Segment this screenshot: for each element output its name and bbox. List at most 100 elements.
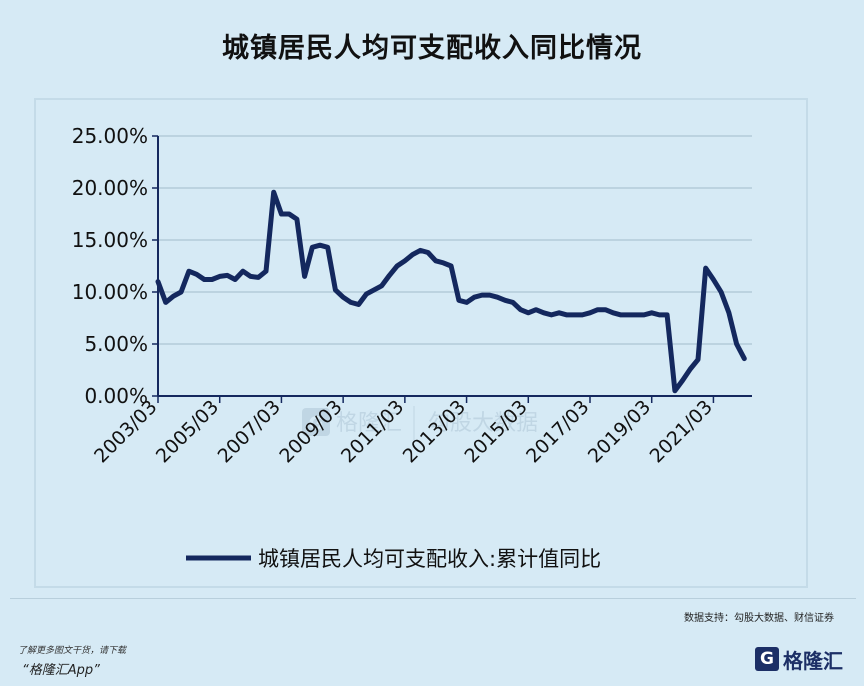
data-point xyxy=(596,308,599,311)
data-point xyxy=(388,274,391,277)
data-point xyxy=(465,301,468,304)
watermark-logo-box xyxy=(302,408,330,436)
data-point xyxy=(612,312,614,314)
data-point xyxy=(373,289,375,291)
data-point xyxy=(411,253,414,256)
data-point xyxy=(450,265,452,267)
legend-label: 城镇居民人均可支配收入:累计值同比 xyxy=(258,547,601,571)
data-point xyxy=(357,303,360,306)
data-point xyxy=(226,274,229,277)
page-title: 城镇居民人均可支配收入同比情况 xyxy=(222,33,642,64)
grid-layer xyxy=(158,135,752,345)
data-point xyxy=(350,301,352,304)
data-point xyxy=(697,358,699,361)
data-point xyxy=(172,295,175,297)
data-point xyxy=(689,368,692,370)
data-point xyxy=(566,314,568,316)
footer-divider xyxy=(10,598,856,599)
watermark: G 格隆汇 勾股大数据 xyxy=(302,406,538,440)
data-point xyxy=(604,308,607,311)
data-point xyxy=(242,270,244,272)
data-point xyxy=(496,296,499,298)
data-point xyxy=(589,312,591,314)
data-point xyxy=(535,308,537,311)
data-point xyxy=(434,260,437,262)
data-point xyxy=(195,273,198,276)
data-point xyxy=(257,276,260,279)
data-point xyxy=(581,314,584,316)
data-point xyxy=(666,314,668,316)
data-point xyxy=(735,343,738,345)
source-note: 数据支持：勾股大数据、财信证券 xyxy=(684,613,834,624)
x-tick-label: 2019/03 xyxy=(584,396,655,467)
promo-app-name: “格隆汇App” xyxy=(22,663,100,678)
data-point xyxy=(218,275,221,278)
data-point xyxy=(458,299,460,302)
data-point xyxy=(280,213,283,215)
data-point xyxy=(573,314,576,316)
data-point xyxy=(542,312,545,314)
data-point xyxy=(380,285,383,287)
data-point xyxy=(674,390,676,392)
data-point xyxy=(650,312,653,314)
data-point xyxy=(743,357,746,360)
promo-text: 了解更多图文干货，请下载 xyxy=(18,646,127,656)
data-point xyxy=(211,278,213,281)
data-point xyxy=(720,291,722,293)
watermark-logo-mark: G xyxy=(309,413,324,434)
data-point xyxy=(419,249,422,252)
data-point xyxy=(527,312,530,314)
y-tick-label: 20.00% xyxy=(72,176,148,200)
data-point xyxy=(326,246,329,249)
brand-logo: G 格隆汇 xyxy=(755,645,843,673)
y-tick-label: 15.00% xyxy=(72,228,148,252)
data-point xyxy=(296,218,298,220)
logo-icon: G xyxy=(755,647,779,671)
data-point xyxy=(512,301,514,304)
data-point xyxy=(311,246,314,249)
data-point xyxy=(481,294,483,296)
watermark-right: 勾股大数据 xyxy=(428,411,538,436)
data-point xyxy=(342,296,344,298)
data-point xyxy=(303,275,306,278)
data-point xyxy=(728,312,730,314)
data-point xyxy=(620,314,622,316)
data-point xyxy=(404,260,406,262)
data-point xyxy=(249,275,252,278)
data-point xyxy=(658,314,661,316)
data-point xyxy=(164,301,167,304)
data-point xyxy=(157,280,159,283)
data-point xyxy=(558,312,560,314)
data-point xyxy=(180,291,182,293)
data-point xyxy=(265,270,267,272)
watermark-left: 格隆汇 xyxy=(336,411,402,436)
logo-text: 格隆汇 xyxy=(783,648,843,673)
data-point xyxy=(272,191,275,193)
data-point xyxy=(504,299,506,302)
data-point xyxy=(396,265,398,267)
x-tick-label: 2005/03 xyxy=(152,396,223,467)
data-point xyxy=(681,379,684,382)
data-point xyxy=(288,213,290,215)
chart-frame: G 格隆汇 勾股大数据 0.00% 5.00% 10.00% 15.00% 20.00%… xyxy=(34,98,808,588)
data-point xyxy=(519,308,522,311)
data-point xyxy=(203,278,206,281)
data-point xyxy=(442,262,445,264)
data-point xyxy=(319,244,321,246)
data-point xyxy=(427,251,429,254)
line-chart: G 格隆汇 勾股大数据 0.00% 5.00% 10.00% 15.00% 20.00%… xyxy=(72,124,752,571)
y-tick-label: 5.00% xyxy=(84,332,148,356)
data-point xyxy=(712,278,715,281)
y-tick-label: 10.00% xyxy=(72,280,148,304)
y-tick-label: 25.00% xyxy=(72,124,148,148)
data-point xyxy=(550,314,553,316)
data-point xyxy=(188,270,190,272)
data-point xyxy=(627,314,630,316)
data-point xyxy=(635,314,638,316)
data-point xyxy=(234,278,236,281)
data-point xyxy=(334,289,337,291)
x-tick-label: 2007/03 xyxy=(214,396,285,467)
data-point xyxy=(488,294,491,296)
data-point xyxy=(704,267,707,269)
x-tick-label: 2021/03 xyxy=(646,396,717,467)
